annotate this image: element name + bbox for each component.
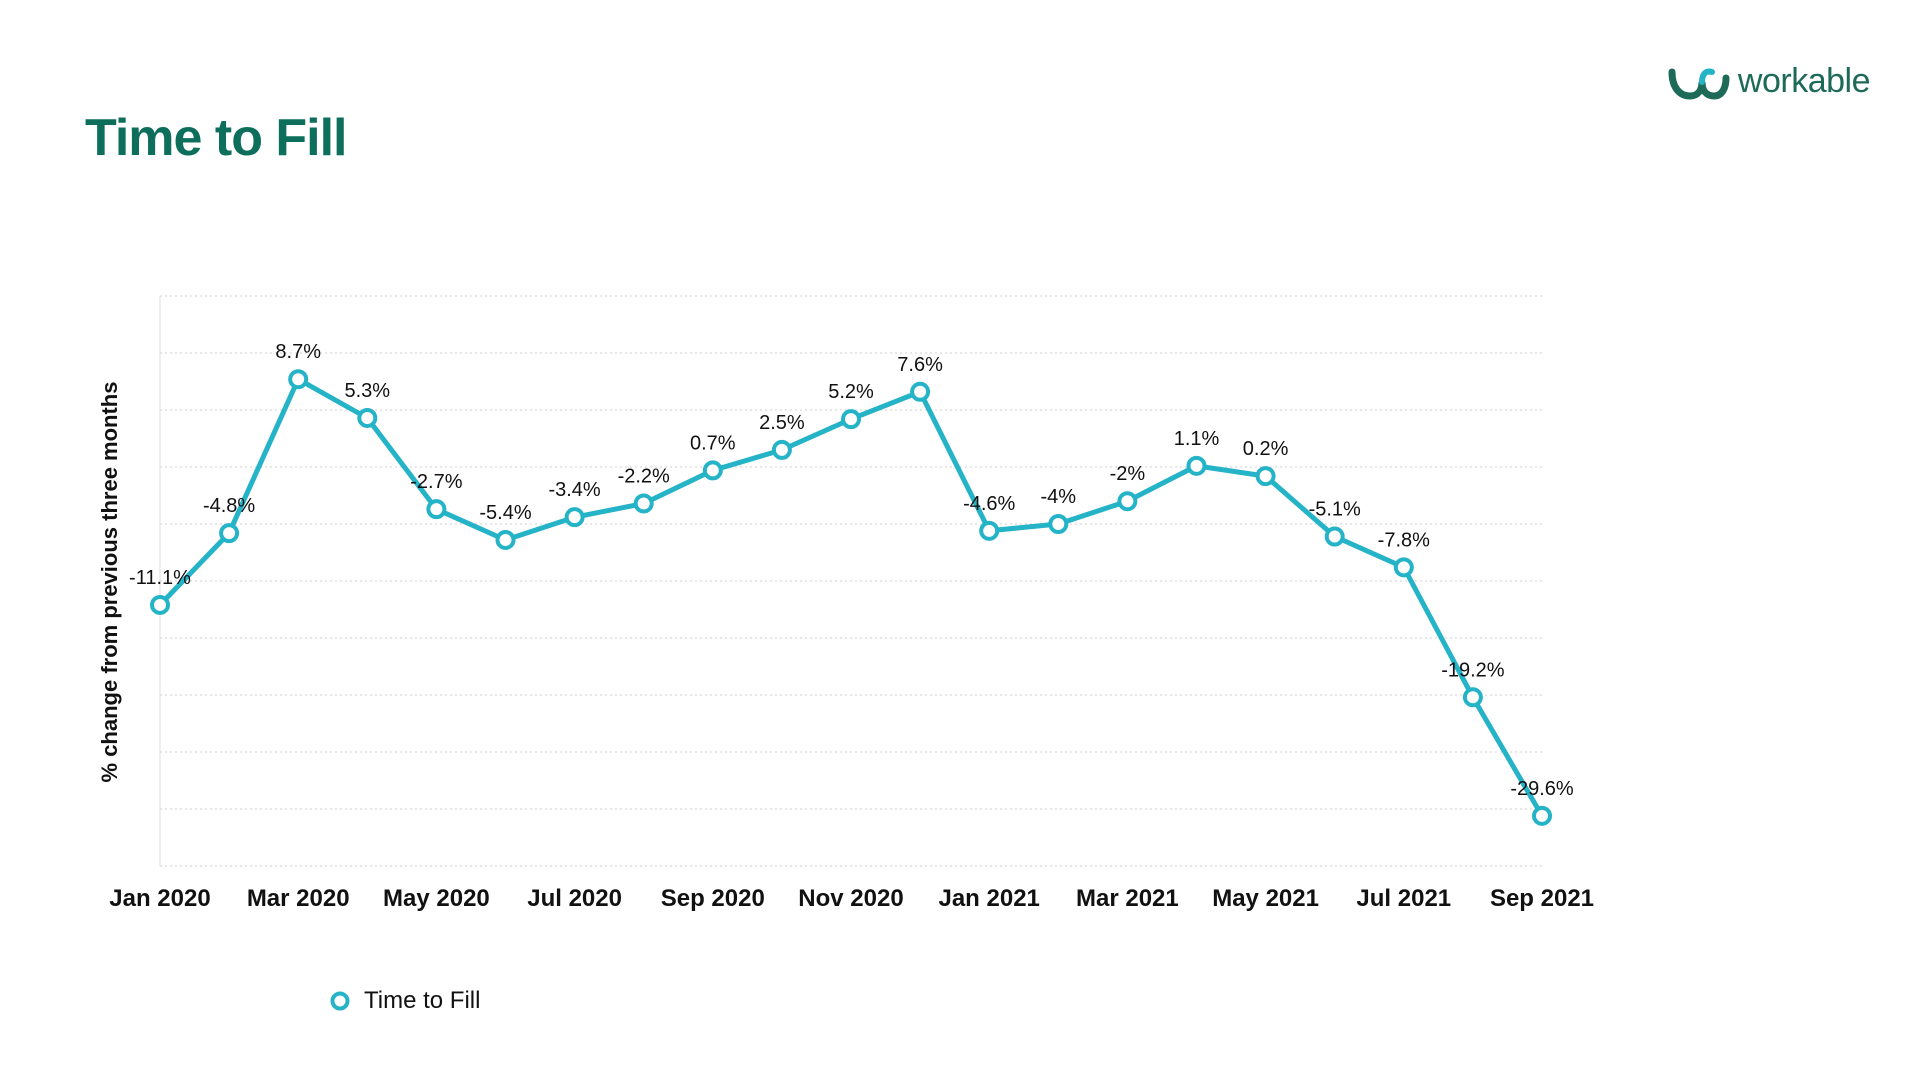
brand-logo: workable [1666,62,1871,101]
series-line-time-to-fill [157,376,1545,819]
data-label: 7.6% [897,354,943,376]
legend-marker-icon [330,991,350,1011]
workable-logo-icon [1668,68,1730,100]
x-tick-label: Mar 2021 [1076,885,1179,912]
data-point [633,493,654,514]
x-tick-label: Jul 2021 [1356,885,1451,912]
data-label: -2% [1110,463,1146,485]
data-point [219,523,240,544]
x-tick-label: Sep 2020 [661,885,765,912]
data-point [150,594,170,615]
data-point [357,407,378,428]
data-point [1324,526,1345,547]
data-point [1462,687,1483,708]
data-point [426,499,447,520]
page-title: Time to Fill [85,109,348,167]
data-labels: -11.1% -4.8% 8.7% 5.3% -2.7% -5.4% -3.4% -2.2% 0… [129,341,1574,800]
data-point [1255,466,1276,487]
x-tick-label: Mar 2020 [247,885,350,912]
data-label: -11.1% [129,567,191,589]
data-point [1532,805,1552,826]
data-label: -19.2% [1441,659,1505,681]
legend: Time to Fill [328,987,480,1015]
data-label: -2.7% [410,471,462,493]
data-point [564,507,585,528]
x-tick-label: Jan 2021 [938,885,1039,912]
x-tick-label: May 2021 [1212,885,1319,912]
data-label: 5.3% [345,380,391,402]
data-label: -7.8% [1378,529,1430,551]
data-label: -4.8% [203,495,255,517]
data-point [1393,557,1414,578]
data-point [1117,491,1138,512]
data-point [288,369,309,390]
x-tick-label: Nov 2020 [798,885,903,912]
data-label: -4% [1041,486,1077,508]
data-label: -29.6% [1510,778,1574,800]
data-point [495,529,516,550]
data-point [910,381,931,402]
data-point [702,460,723,481]
brand-name: workable [1737,62,1871,100]
data-label: -2.2% [618,465,670,487]
legend-label: Time to Fill [364,987,481,1014]
data-label: 1.1% [1174,428,1220,450]
data-label: -5.1% [1309,499,1361,521]
x-tick-label: May 2020 [383,885,490,912]
data-point [979,520,1000,541]
x-tick-label: Jul 2020 [527,885,622,912]
data-point [1048,514,1069,534]
data-point [771,439,792,460]
data-label: 5.2% [828,381,874,403]
data-points [150,369,1552,826]
y-axis-label: % change from previous three months [97,382,122,783]
x-axis-ticks: Jan 2020 Mar 2020 May 2020 Jul 2020 Sep 2020… [109,885,1594,912]
x-tick-label: Jan 2020 [109,885,210,912]
data-label: 2.5% [759,412,805,434]
data-label: 0.7% [690,432,736,454]
x-tick-label: Sep 2021 [1490,885,1594,912]
data-label: -5.4% [479,502,531,524]
data-label: -4.6% [963,493,1015,515]
data-label: 0.2% [1243,438,1289,460]
chart-grid [160,295,1542,867]
data-point [841,409,861,430]
data-point [1186,455,1207,476]
data-label: -3.4% [548,479,600,501]
data-label: 8.7% [275,341,321,363]
